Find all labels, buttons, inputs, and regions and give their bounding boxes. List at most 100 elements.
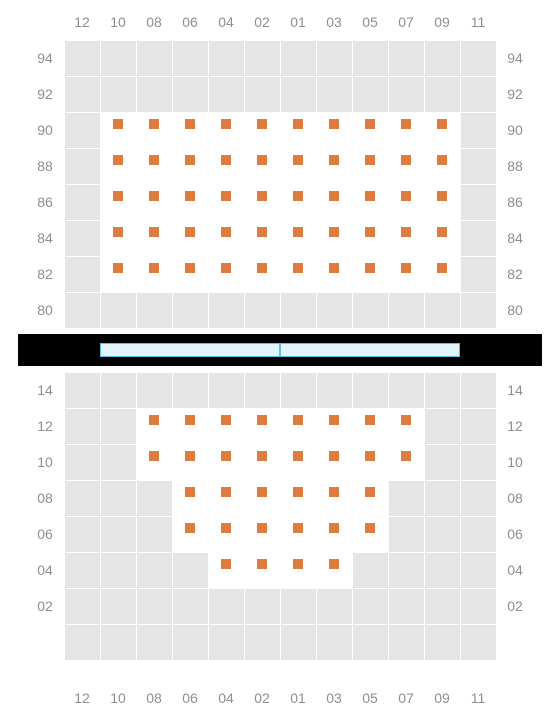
seat[interactable] — [173, 221, 208, 256]
seat[interactable] — [317, 409, 352, 444]
seat[interactable] — [281, 445, 316, 480]
seat[interactable] — [281, 257, 316, 292]
seat[interactable] — [425, 113, 460, 148]
seat[interactable] — [245, 221, 280, 256]
seat[interactable] — [317, 517, 352, 552]
seat[interactable] — [173, 445, 208, 480]
seat[interactable] — [389, 257, 424, 292]
seat[interactable] — [425, 149, 460, 184]
seat[interactable] — [101, 149, 136, 184]
seat-marker-icon — [185, 487, 195, 497]
seat[interactable] — [245, 445, 280, 480]
seat[interactable] — [209, 517, 244, 552]
seat[interactable] — [317, 113, 352, 148]
seat[interactable] — [245, 553, 280, 588]
seat[interactable] — [281, 221, 316, 256]
stage-bar-right — [280, 343, 460, 357]
seat[interactable] — [317, 257, 352, 292]
seat[interactable] — [173, 409, 208, 444]
seat[interactable] — [353, 185, 388, 220]
seat[interactable] — [281, 553, 316, 588]
seat[interactable] — [137, 149, 172, 184]
seat[interactable] — [281, 149, 316, 184]
seat[interactable] — [173, 113, 208, 148]
seat[interactable] — [245, 257, 280, 292]
seat[interactable] — [101, 113, 136, 148]
column-label: 07 — [388, 14, 424, 30]
seat[interactable] — [137, 445, 172, 480]
seat[interactable] — [209, 553, 244, 588]
seat[interactable] — [389, 113, 424, 148]
seat[interactable] — [245, 149, 280, 184]
seat[interactable] — [281, 481, 316, 516]
seat-marker-icon — [149, 451, 159, 461]
seat[interactable] — [425, 185, 460, 220]
grid-line — [64, 624, 496, 625]
seat[interactable] — [173, 149, 208, 184]
seat[interactable] — [137, 185, 172, 220]
seat[interactable] — [317, 445, 352, 480]
seat[interactable] — [209, 185, 244, 220]
seat[interactable] — [353, 409, 388, 444]
row-label: 12 — [500, 408, 530, 444]
seat[interactable] — [209, 409, 244, 444]
seat-marker-icon — [149, 415, 159, 425]
row-label: 02 — [30, 588, 60, 624]
seat[interactable] — [209, 445, 244, 480]
seat[interactable] — [245, 517, 280, 552]
seat-marker-icon — [365, 227, 375, 237]
seat[interactable] — [137, 409, 172, 444]
seat-marker-icon — [185, 415, 195, 425]
seat[interactable] — [173, 257, 208, 292]
seat[interactable] — [389, 149, 424, 184]
seat[interactable] — [425, 257, 460, 292]
seat[interactable] — [353, 149, 388, 184]
seat[interactable] — [101, 185, 136, 220]
seat[interactable] — [389, 185, 424, 220]
seat-marker-icon — [221, 451, 231, 461]
seat[interactable] — [281, 517, 316, 552]
seat[interactable] — [245, 481, 280, 516]
seat[interactable] — [173, 185, 208, 220]
seat[interactable] — [353, 445, 388, 480]
seat[interactable] — [209, 113, 244, 148]
grid-line — [64, 40, 496, 41]
seat-marker-icon — [401, 155, 411, 165]
seat-marker-icon — [293, 119, 303, 129]
seat-marker-icon — [149, 191, 159, 201]
seat[interactable] — [389, 445, 424, 480]
seat[interactable] — [281, 185, 316, 220]
seat[interactable] — [281, 409, 316, 444]
seat[interactable] — [281, 113, 316, 148]
seat[interactable] — [353, 517, 388, 552]
seat[interactable] — [317, 221, 352, 256]
seat-marker-icon — [149, 155, 159, 165]
seat[interactable] — [173, 481, 208, 516]
seat[interactable] — [389, 409, 424, 444]
seat[interactable] — [425, 221, 460, 256]
seat[interactable] — [317, 553, 352, 588]
seat[interactable] — [209, 481, 244, 516]
seat[interactable] — [245, 409, 280, 444]
seat[interactable] — [101, 221, 136, 256]
seat[interactable] — [245, 113, 280, 148]
seat[interactable] — [353, 221, 388, 256]
seat[interactable] — [137, 113, 172, 148]
seat[interactable] — [353, 257, 388, 292]
seat[interactable] — [317, 481, 352, 516]
seat[interactable] — [353, 481, 388, 516]
seat[interactable] — [317, 185, 352, 220]
seat[interactable] — [245, 185, 280, 220]
seat[interactable] — [209, 149, 244, 184]
seat[interactable] — [137, 221, 172, 256]
seat[interactable] — [353, 113, 388, 148]
seat[interactable] — [209, 221, 244, 256]
seat[interactable] — [209, 257, 244, 292]
seat[interactable] — [389, 221, 424, 256]
seat-marker-icon — [329, 155, 339, 165]
seat[interactable] — [173, 517, 208, 552]
seat[interactable] — [137, 257, 172, 292]
seat[interactable] — [101, 257, 136, 292]
grid-line — [496, 372, 497, 660]
seat[interactable] — [317, 149, 352, 184]
